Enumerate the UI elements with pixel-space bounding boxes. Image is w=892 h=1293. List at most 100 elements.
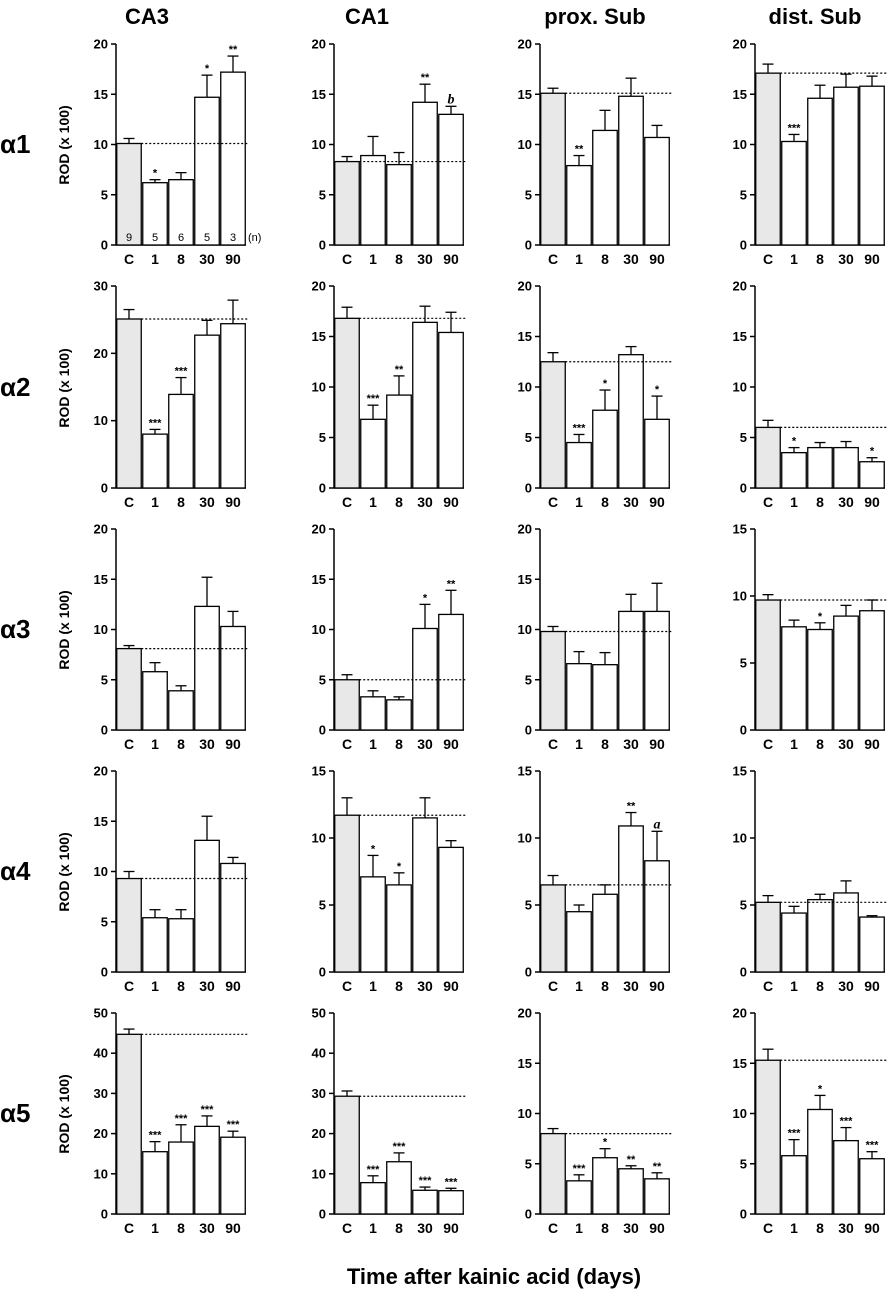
x-tick-label: 1 <box>369 251 377 267</box>
y-tick-label: 5 <box>740 1156 747 1171</box>
chart-panel-alpha4-ca3: 0 5 10 15 20 C 1 8 30 90 <box>94 764 248 994</box>
y-tick-label: 10 <box>94 864 108 879</box>
bar-day-8 <box>386 163 412 246</box>
x-tick-label: C <box>763 251 773 267</box>
chart-panel-alpha4-prox-sub: 0 5 10 15 C 1 8 30 ** 90 a <box>518 764 672 994</box>
row-title-alpha1: α1 <box>0 129 30 159</box>
significance-marker: ** <box>395 364 404 376</box>
bar-control <box>334 814 360 973</box>
x-tick-label: 90 <box>443 1220 459 1236</box>
x-tick-label: 8 <box>601 251 609 267</box>
y-tick-label: 0 <box>319 1207 326 1222</box>
significance-marker: * <box>792 436 797 448</box>
bar-day-30 <box>194 334 220 489</box>
x-tick-label: 30 <box>838 1220 854 1236</box>
chart-panel-alpha3-ca1: 0 5 10 15 20 C 1 8 30 * 90 ** <box>312 522 466 752</box>
x-tick-label: 90 <box>864 736 880 752</box>
sample-size-unit-label: (n) <box>248 232 261 244</box>
x-tick-label: 30 <box>838 736 854 752</box>
x-tick-label: 1 <box>151 978 159 994</box>
bar-control <box>540 361 566 489</box>
significance-marker: *** <box>201 1104 215 1116</box>
y-tick-label: 0 <box>525 965 532 980</box>
bar-control <box>116 142 142 246</box>
chart-panel-alpha5-ca3: 0 10 20 30 40 50 C 1 *** 8 *** 30 *** 90 *** <box>94 1006 248 1236</box>
x-tick-label: 8 <box>816 1220 824 1236</box>
x-tick-label: C <box>548 1220 558 1236</box>
significance-marker: *** <box>175 1113 189 1125</box>
bar-day-30 <box>194 839 220 973</box>
column-title-prox-sub: prox. Sub <box>544 4 645 29</box>
y-tick-label: 5 <box>101 672 108 687</box>
x-tick-label: 30 <box>623 494 639 510</box>
bar-day-1 <box>566 663 592 731</box>
chart-panel-alpha5-prox-sub: 0 5 10 15 20 C 1 *** 8 * 30 ** 90 ** <box>518 1006 672 1236</box>
y-tick-label: 20 <box>94 522 108 537</box>
bar-day-1 <box>566 441 592 489</box>
y-tick-label: 10 <box>518 831 532 846</box>
y-tick-label: 5 <box>319 187 326 202</box>
significance-marker: *** <box>175 366 189 378</box>
chart-panel-alpha2-ca1: 0 5 10 15 20 C 1 *** 8 ** 30 90 <box>312 279 466 510</box>
y-tick-label: 15 <box>312 329 326 344</box>
significance-marker: * <box>153 168 158 180</box>
y-tick-label: 5 <box>525 1156 532 1171</box>
bar-day-1 <box>360 154 386 246</box>
row-title-alpha2: α2 <box>0 372 30 402</box>
row-title-alpha5: α5 <box>0 1098 30 1128</box>
significance-marker: *** <box>788 122 802 134</box>
bar-day-90 <box>859 85 885 246</box>
bar-day-8 <box>592 129 618 246</box>
y-tick-label: 10 <box>94 413 108 428</box>
x-tick-label: 1 <box>790 494 798 510</box>
significance-marker: *** <box>573 1163 587 1175</box>
bar-day-8 <box>807 446 833 489</box>
bar-day-90 <box>859 916 885 973</box>
significance-marker: *** <box>840 1116 854 1128</box>
x-tick-label: 8 <box>395 251 403 267</box>
x-tick-label: 8 <box>395 736 403 752</box>
bar-day-90 <box>438 846 464 973</box>
y-tick-label: 10 <box>312 380 326 395</box>
sample-size-label: 6 <box>178 232 184 244</box>
y-tick-label: 0 <box>319 723 326 738</box>
y-tick-label: 5 <box>319 430 326 445</box>
bar-day-1 <box>142 671 168 731</box>
bar-day-8 <box>592 893 618 973</box>
y-tick-label: 20 <box>94 1126 108 1141</box>
x-tick-label: 90 <box>443 494 459 510</box>
significance-marker: *** <box>227 1119 241 1131</box>
significance-marker: ** <box>627 1154 636 1166</box>
y-tick-label: 0 <box>319 238 326 253</box>
x-tick-label: 1 <box>790 736 798 752</box>
x-tick-label: C <box>124 1220 134 1236</box>
bar-day-30 <box>618 1168 644 1215</box>
bar-day-8 <box>386 394 412 489</box>
y-tick-label: 20 <box>518 37 532 52</box>
x-tick-label: 1 <box>575 251 583 267</box>
bar-control <box>755 1059 781 1215</box>
y-tick-label: 5 <box>101 187 108 202</box>
bar-day-8 <box>807 628 833 731</box>
y-tick-label: 20 <box>518 1006 532 1021</box>
x-tick-label: 8 <box>601 978 609 994</box>
bar-day-90 <box>644 1178 670 1215</box>
bar-day-8 <box>168 918 194 973</box>
x-tick-label: 8 <box>816 251 824 267</box>
significance-marker: b <box>448 92 455 107</box>
y-tick-label: 10 <box>733 137 747 152</box>
x-tick-label: 1 <box>369 978 377 994</box>
bar-day-30 <box>833 86 859 246</box>
x-tick-label: 8 <box>395 978 403 994</box>
x-tick-label: 30 <box>417 736 433 752</box>
bar-control <box>334 317 360 489</box>
significance-marker: ** <box>229 44 238 56</box>
x-tick-label: 30 <box>199 494 215 510</box>
bar-control <box>334 160 360 246</box>
chart-panel-alpha4-dist-sub: 0 5 10 15 C 1 8 30 90 <box>733 764 887 994</box>
bar-day-30 <box>618 354 644 489</box>
y-tick-label: 10 <box>518 380 532 395</box>
bar-day-30 <box>833 446 859 489</box>
bar-control <box>116 877 142 973</box>
